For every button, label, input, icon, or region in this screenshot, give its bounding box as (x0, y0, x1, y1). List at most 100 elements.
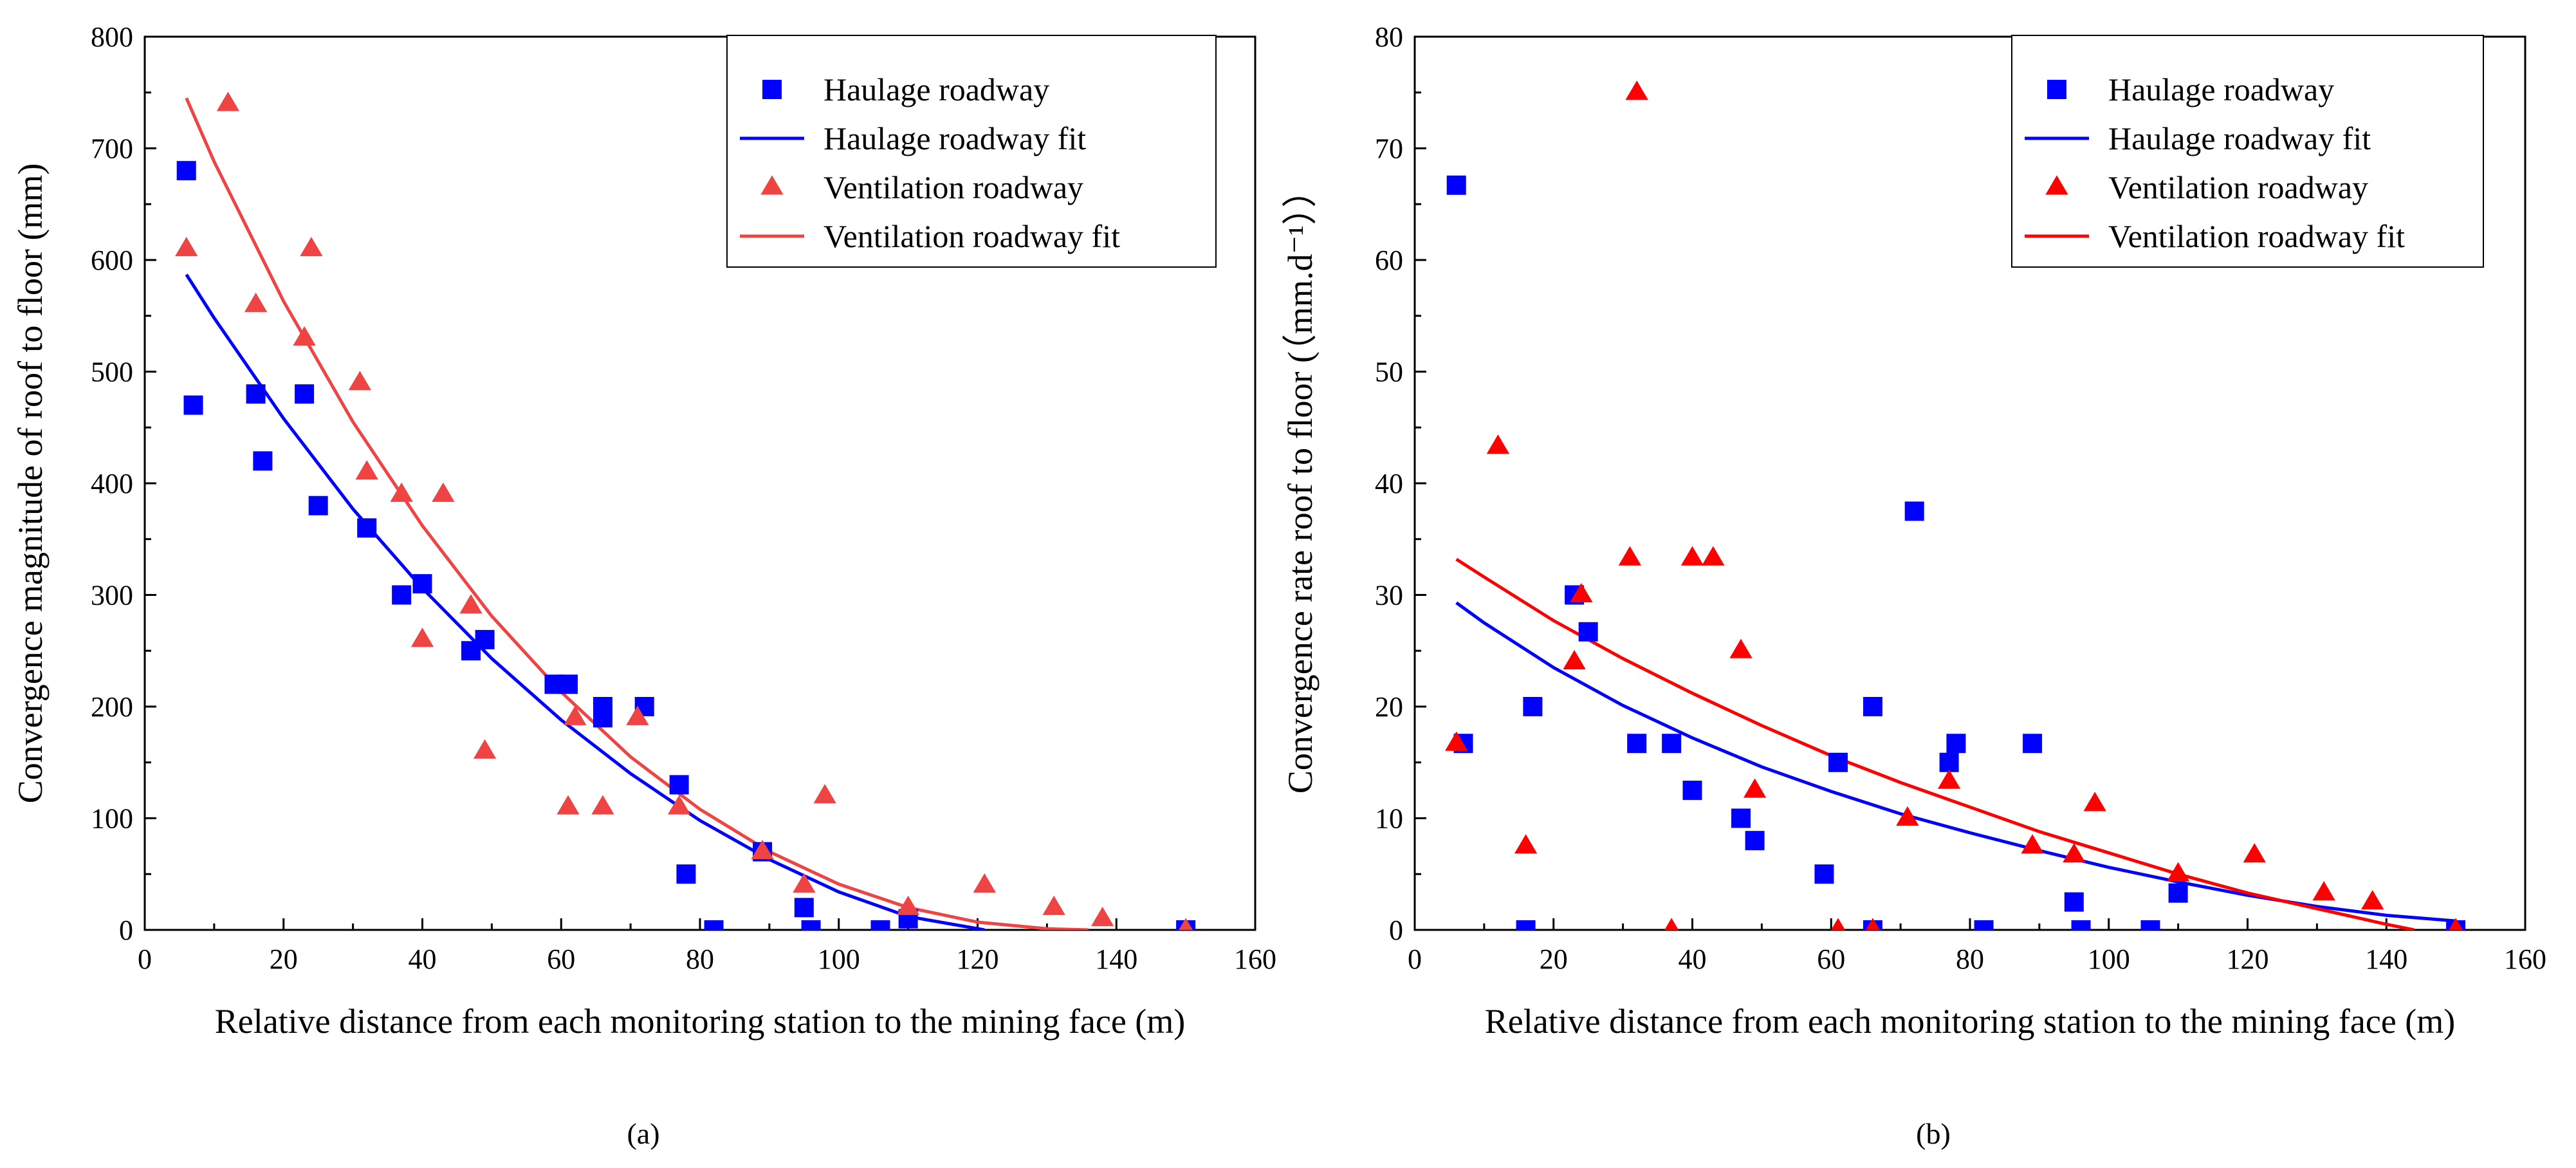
data-point (473, 739, 497, 759)
data-point (1625, 80, 1648, 100)
data-point (1904, 501, 1924, 521)
data-point (669, 775, 689, 795)
data-point (593, 697, 612, 716)
legend-entry-label: Haulage roadway (823, 71, 1049, 107)
data-point (801, 920, 821, 930)
x-axis-label: Relative distance from each monitoring s… (1485, 1002, 2456, 1041)
data-point (704, 920, 724, 930)
data-point (1563, 650, 1586, 670)
data-point (751, 839, 774, 860)
y-tick-label: 800 (91, 21, 133, 53)
panel-label-a: (a) (627, 1117, 659, 1150)
x-tick-label: 40 (1679, 943, 1707, 975)
y-tick-label: 0 (1389, 914, 1403, 946)
data-point (973, 873, 996, 893)
x-tick-label: 0 (138, 943, 152, 975)
y-tick-label: 70 (1375, 133, 1403, 165)
x-tick-label: 160 (2504, 943, 2546, 975)
y-tick-label: 60 (1375, 245, 1403, 276)
data-point (390, 482, 413, 502)
data-point (1828, 752, 1848, 772)
data-point (1974, 920, 1994, 930)
x-tick-label: 0 (1408, 943, 1422, 975)
chart-a: 0 20 40 60 80 100 120 140 160 0 100 200 300 400 500 600… (11, 21, 1276, 1041)
y-tick-label: 80 (1375, 21, 1403, 53)
data-point (870, 920, 890, 930)
x-tick-label: 20 (270, 943, 298, 975)
data-point (1486, 434, 1510, 454)
data-point (558, 674, 578, 694)
x-tick-label: 160 (1234, 943, 1276, 975)
y-tick-label: 40 (1375, 468, 1403, 499)
legend-entry-label: Haulage roadway fit (823, 120, 1086, 156)
legend-marker-swatch (760, 175, 784, 195)
data-point (1682, 781, 1702, 801)
x-tick-label: 100 (818, 943, 860, 975)
data-point (2063, 843, 2086, 863)
y-tick-label: 50 (1375, 357, 1403, 388)
data-point (2361, 890, 2384, 910)
data-point (1814, 864, 1834, 884)
scatter-series-0 (1446, 175, 2466, 930)
legend: Haulage roadway Haulage roadway fit Ventil… (726, 35, 1217, 268)
data-point (355, 460, 378, 480)
x-tick-label: 140 (1095, 943, 1137, 975)
data-point (295, 384, 315, 404)
data-point (1516, 920, 1536, 930)
data-point (564, 705, 587, 725)
data-point (1939, 752, 1959, 772)
scatter-series-2 (175, 91, 1193, 930)
fit-line-series-3 (1455, 557, 2415, 930)
data-point (357, 518, 377, 538)
legend-marker-swatch (2047, 80, 2066, 99)
x-tick-label: 80 (1956, 943, 1984, 975)
data-point (2166, 862, 2190, 882)
data-point (1680, 546, 1704, 566)
x-tick-label: 100 (2088, 943, 2130, 975)
legend-entry-label: Haulage roadway (2108, 71, 2334, 107)
y-tick-label: 30 (1375, 580, 1403, 611)
x-tick-label: 140 (2365, 943, 2407, 975)
data-point (392, 585, 412, 605)
data-point (896, 895, 920, 915)
y-tick-label: 700 (91, 133, 133, 165)
data-point (1946, 734, 1966, 754)
data-point (293, 326, 316, 346)
x-tick-label: 60 (1817, 943, 1845, 975)
legend-box (726, 35, 1217, 268)
data-point (794, 898, 814, 918)
y-tick-label: 100 (91, 803, 133, 835)
data-point (459, 594, 483, 614)
data-point (2021, 834, 2044, 854)
data-point (1662, 734, 1682, 754)
legend-entry-label: Ventilation roadway fit (823, 218, 1120, 254)
y-tick-label: 20 (1375, 691, 1403, 723)
data-point (348, 371, 372, 391)
data-point (1702, 546, 1725, 566)
x-tick-label: 120 (957, 943, 999, 975)
data-point (2023, 734, 2043, 754)
fit-line-series-1 (185, 273, 985, 930)
data-point (2140, 920, 2160, 930)
legend-entry-label: Ventilation roadway (823, 169, 1083, 205)
data-point (1179, 918, 1193, 930)
panel-label-b: (b) (1916, 1117, 1951, 1150)
data-point (1578, 622, 1598, 642)
data-point (1729, 638, 1753, 658)
data-point (2071, 920, 2091, 930)
data-point (412, 574, 432, 594)
data-point (2243, 843, 2266, 863)
y-axis-label: Convergence rate roof to floor (（mm.d⁻¹）… (1281, 173, 1320, 793)
data-point (626, 705, 649, 725)
data-point (1731, 808, 1751, 828)
data-point (1091, 907, 1114, 927)
data-point (2312, 881, 2335, 901)
x-tick-label: 80 (686, 943, 714, 975)
data-point (557, 795, 580, 815)
data-point (1745, 831, 1765, 851)
y-tick-label: 200 (91, 691, 133, 723)
data-point (667, 795, 691, 815)
data-point (813, 784, 836, 804)
data-point (1523, 697, 1543, 716)
